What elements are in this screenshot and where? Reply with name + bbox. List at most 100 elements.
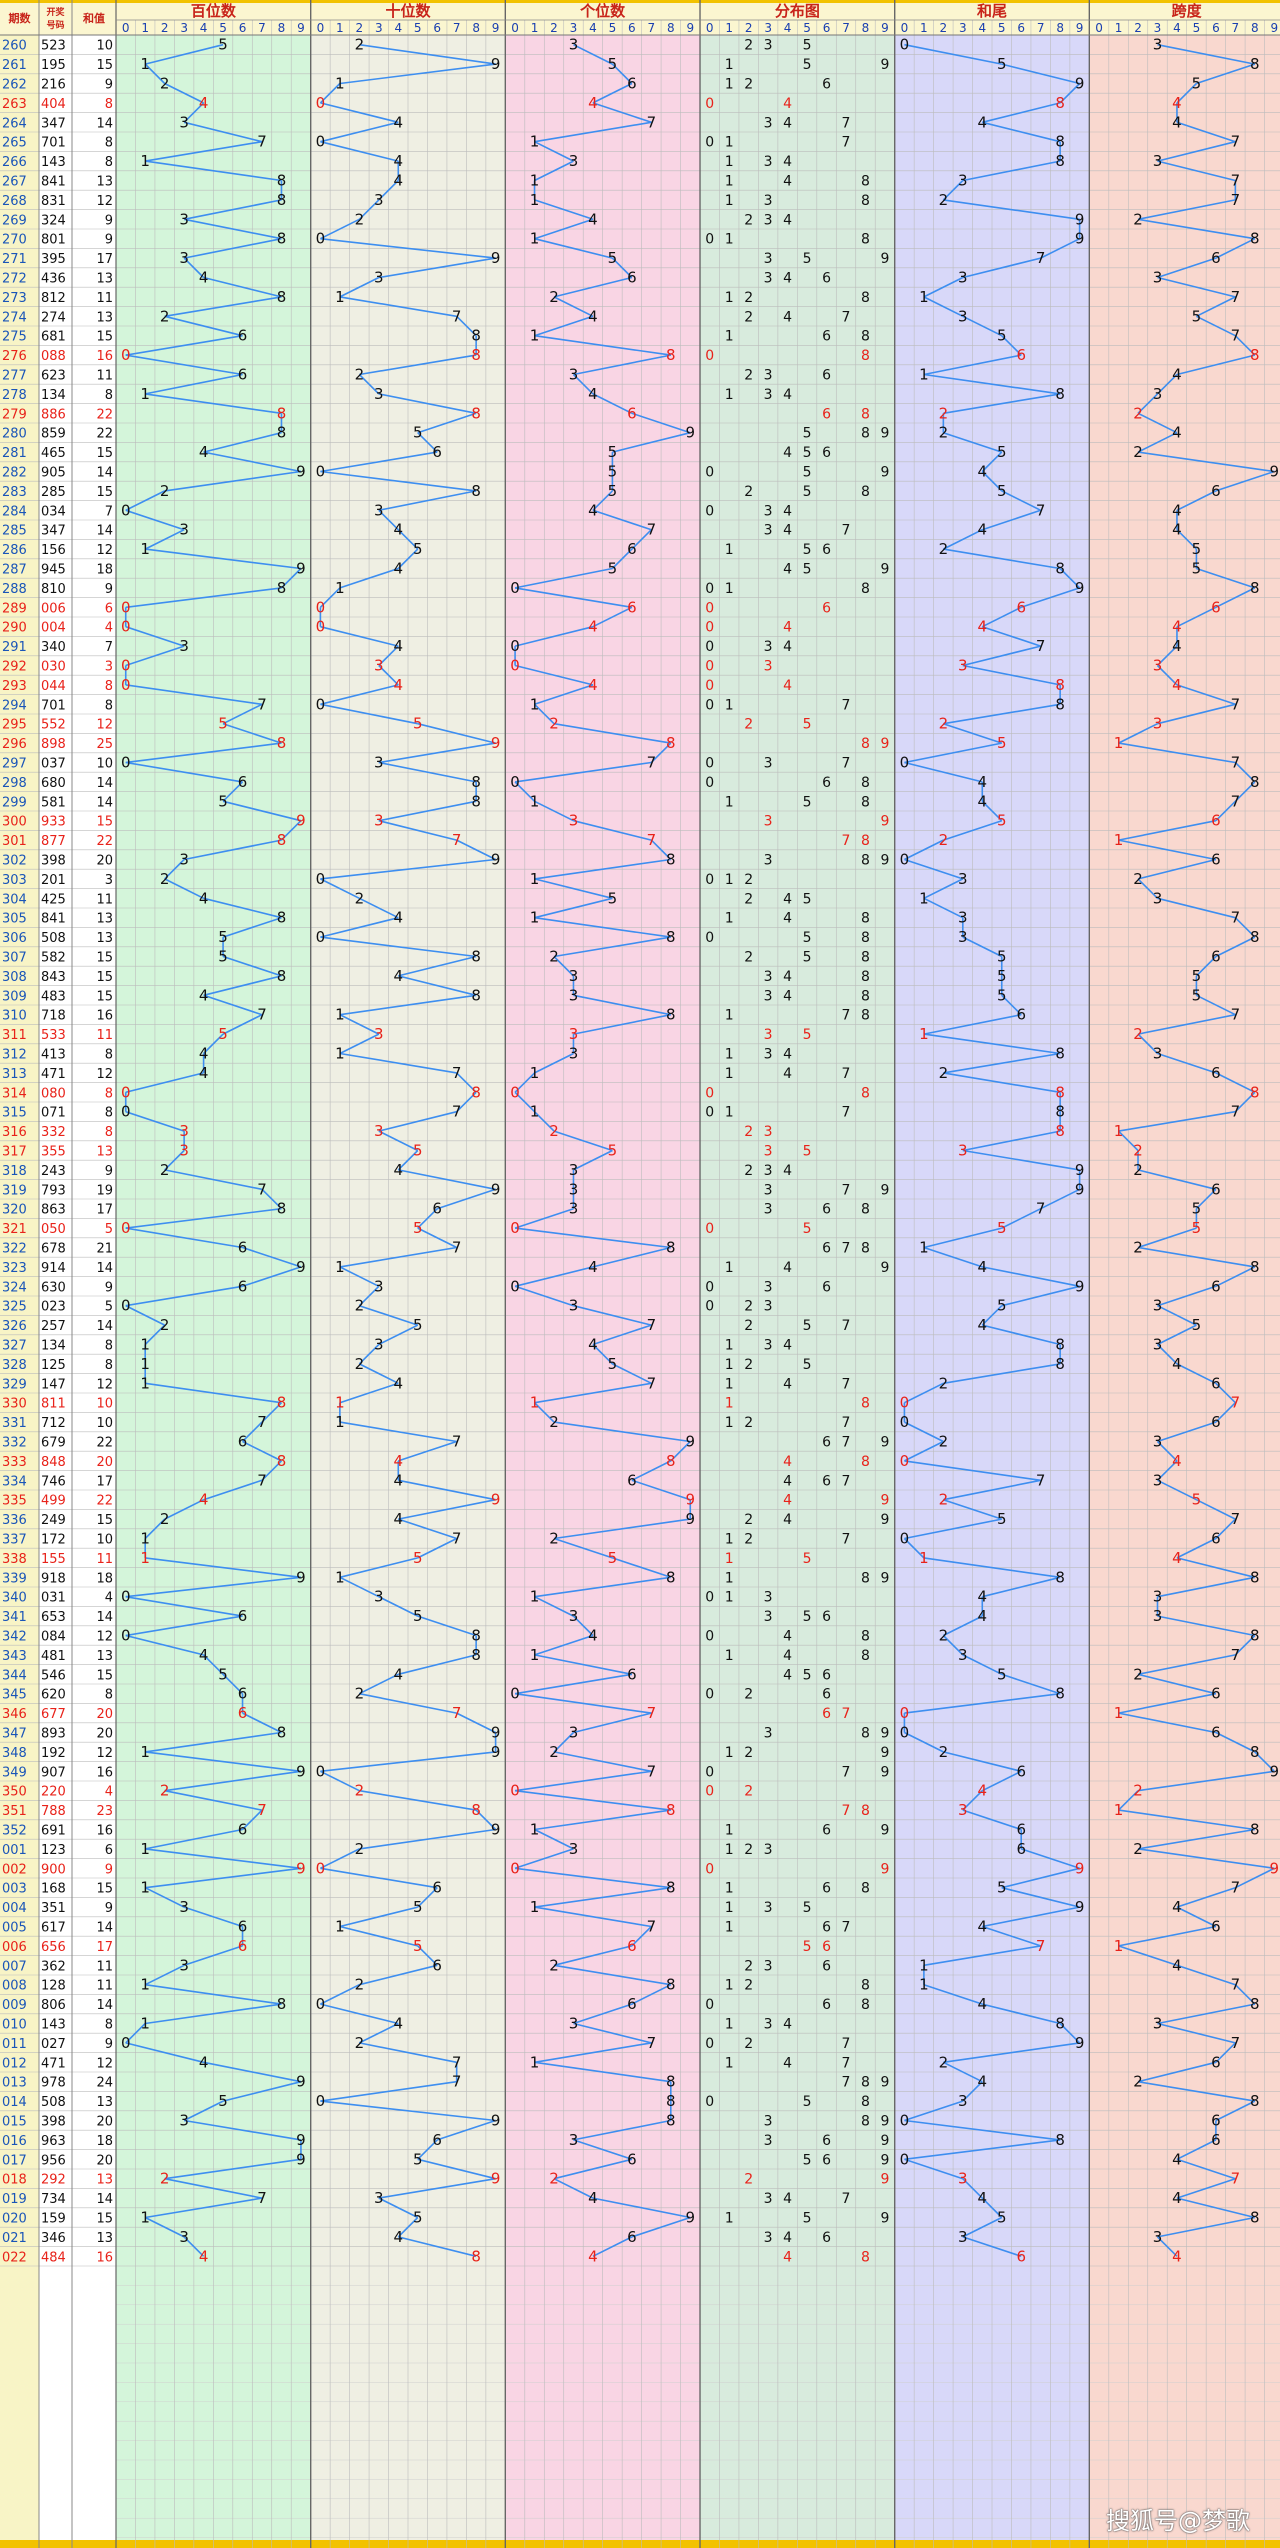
trend-line-sum_tail [962, 2178, 983, 2199]
trend-line-span [1157, 140, 1236, 162]
trend-point-span: 2 [1133, 443, 1143, 461]
period-cell: 301 [2, 834, 27, 849]
distribution-digit: 5 [803, 484, 812, 500]
trend-line-span [1234, 781, 1256, 802]
distribution-digit: 2 [744, 290, 753, 306]
trend-line-span [1215, 1266, 1256, 1288]
trend-line-sum_tail [904, 1382, 944, 1404]
trend-line-hundreds [222, 2080, 302, 2102]
trend-point-span: 9 [1270, 1859, 1280, 1877]
trend-point-tens: 8 [471, 404, 481, 422]
trend-point-units: 3 [569, 1045, 579, 1063]
trend-point-tens: 2 [355, 1297, 365, 1315]
trend-point-hundreds: 0 [121, 1083, 131, 1101]
period-cell: 309 [2, 989, 27, 1004]
trend-point-tens: 6 [432, 1879, 442, 1897]
trend-point-span: 5 [1192, 75, 1202, 93]
sum-cell: 4 [105, 1591, 113, 1606]
distribution-digit: 3 [764, 1047, 773, 1063]
distribution-digit: 3 [764, 2191, 773, 2207]
trend-point-span: 8 [1250, 2092, 1260, 2110]
trend-point-sum_tail: 2 [939, 1433, 949, 1451]
trend-line-sum_tail [904, 1440, 944, 1462]
trend-line-units [534, 1052, 574, 1074]
trend-point-hundreds: 0 [121, 1627, 131, 1645]
trend-line-sum_tail [962, 2081, 983, 2102]
trend-point-sum_tail: 4 [978, 773, 988, 791]
trend-line-sum_tail [923, 1945, 1041, 1967]
period-cell: 345 [2, 1688, 27, 1703]
trend-line-span [1118, 742, 1236, 764]
trend-line-sum_tail [943, 1479, 1041, 1501]
trend-line-sum_tail [923, 373, 1061, 395]
trend-line-units [670, 1440, 691, 1462]
trend-point-hundreds: 7 [257, 1180, 267, 1198]
trend-point-tens: 1 [335, 1568, 345, 1586]
sum-cell: 6 [105, 1843, 113, 1858]
distribution-digit: 5 [803, 562, 812, 578]
distribution-digit: 9 [880, 2133, 889, 2149]
trend-line-sum_tail [904, 1421, 944, 1443]
distribution-digit: 7 [842, 2075, 851, 2091]
trend-line-tens [359, 1964, 438, 1986]
trend-point-units: 1 [530, 1821, 540, 1839]
trend-line-units [553, 722, 671, 744]
digit-header-sum_tail: 4 [978, 21, 986, 35]
period-cell: 289 [2, 601, 27, 616]
trend-line-sum_tail [904, 1518, 1002, 1540]
trend-point-span: 2 [1133, 210, 1143, 228]
number-cell: 484 [41, 2250, 66, 2265]
trend-line-sum_tail [1001, 63, 1080, 85]
digit-header-hundreds: 3 [180, 21, 188, 35]
trend-line-units [514, 1673, 633, 1695]
trend-line-span [1176, 1886, 1236, 1908]
trend-point-sum_tail: 4 [978, 1607, 988, 1625]
distribution-digit: 6 [822, 542, 831, 558]
trend-line-tens [359, 43, 496, 65]
trend-point-tens: 9 [491, 1743, 501, 1761]
distribution-digit: 4 [783, 1629, 792, 1645]
period-cell: 295 [2, 718, 27, 733]
trend-line-sum_tail [943, 1052, 1061, 1074]
distribution-digit: 3 [764, 853, 773, 869]
trend-line-tens [339, 276, 380, 298]
sum-cell: 8 [105, 2018, 113, 2033]
distribution-digit: 1 [725, 911, 734, 927]
number-cell: 088 [41, 349, 66, 364]
trend-point-tens: 8 [471, 482, 481, 500]
trend-line-tens [378, 800, 477, 822]
trend-point-tens: 9 [491, 1821, 501, 1839]
sum-cell: 15 [96, 485, 113, 500]
trend-line-units [612, 1363, 652, 1385]
trend-line-units [534, 684, 594, 706]
trend-point-span: 4 [1172, 113, 1182, 131]
trend-point-span: 8 [1250, 1995, 1260, 2013]
sum-cell: 11 [96, 1979, 113, 1994]
trend-line-units [631, 529, 652, 550]
trend-line-span [1157, 1324, 1197, 1346]
trend-point-hundreds: 5 [218, 2092, 228, 2110]
number-cell: 398 [41, 854, 66, 869]
distribution-digit: 8 [861, 329, 870, 345]
trend-line-tens [436, 1188, 496, 1210]
trend-point-span: 3 [1153, 1297, 1163, 1315]
trend-point-tens: 0 [316, 1995, 326, 2013]
trend-line-tens [378, 819, 457, 841]
distribution-digit: 4 [783, 911, 792, 927]
trend-point-sum_tail: 8 [1055, 695, 1065, 713]
trend-line-units [573, 994, 671, 1016]
trend-line-sum_tail [1059, 567, 1081, 589]
trend-line-units [514, 625, 594, 647]
trend-line-units [534, 2042, 652, 2064]
trend-point-span: 6 [1211, 2053, 1221, 2071]
sum-cell: 14 [96, 1921, 113, 1936]
distribution-digit: 9 [880, 1435, 889, 1451]
trend-line-units [534, 1382, 652, 1404]
trend-line-span [1117, 1790, 1139, 1811]
sum-cell: 17 [96, 1203, 113, 1218]
trend-line-hundreds [183, 199, 282, 221]
trend-line-units [553, 1130, 613, 1152]
trend-point-sum_tail: 0 [900, 851, 910, 869]
distribution-digit: 3 [764, 1202, 773, 1218]
